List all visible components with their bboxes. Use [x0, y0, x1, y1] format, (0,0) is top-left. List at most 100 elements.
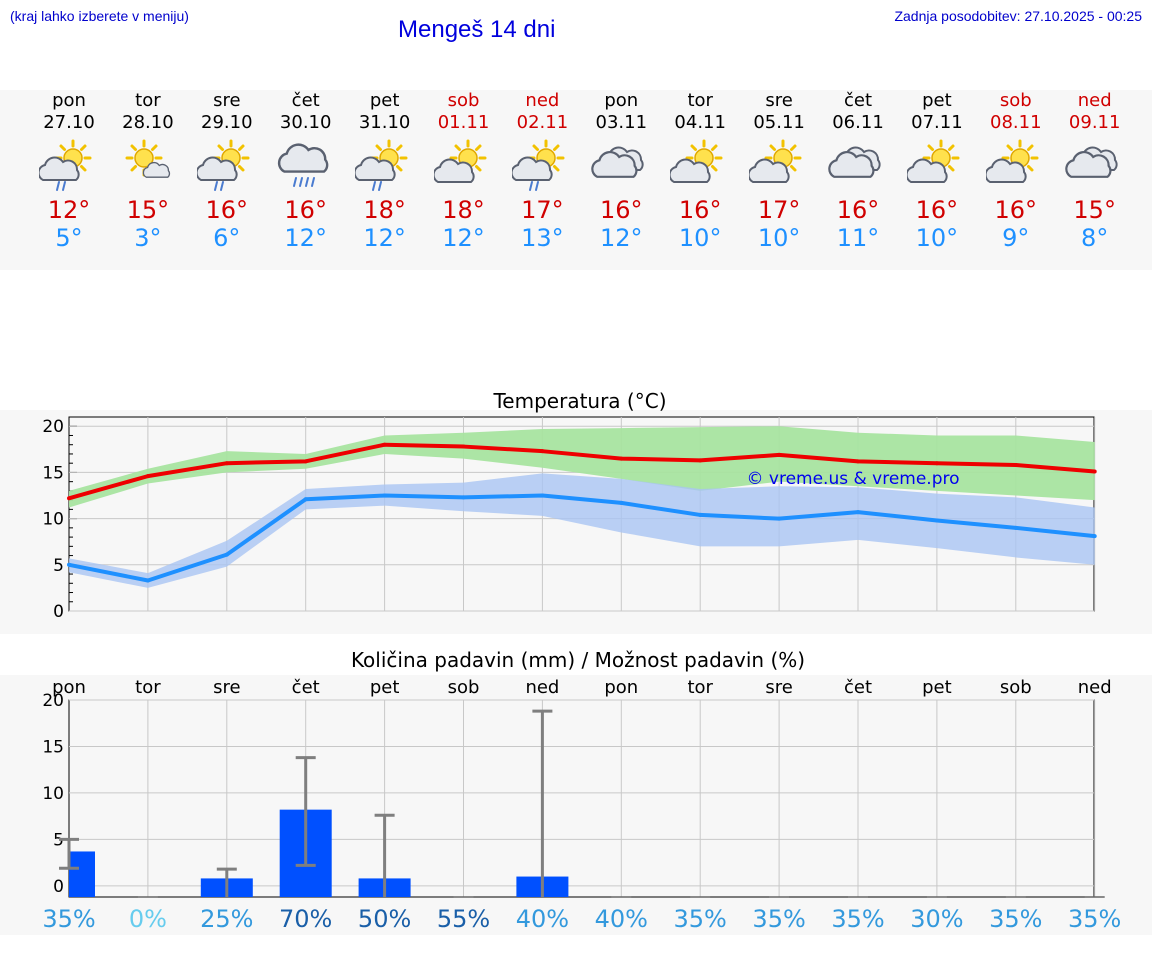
precipitation-day-label: sob [1000, 677, 1032, 698]
tmax-point [856, 459, 860, 464]
precipitation-ytick-label: 20 [42, 691, 64, 711]
tmax-point [67, 496, 71, 501]
sun-cloud-icon [433, 139, 486, 183]
precipitation-day-label: sre [213, 677, 240, 698]
temp-max: 18° [442, 196, 485, 224]
day-date: 29.10 [201, 112, 253, 133]
precipitation-probability: 55% [437, 905, 490, 933]
tmin-point [145, 578, 150, 583]
precipitation-day-label: tor [687, 677, 713, 698]
temp-max: 16° [205, 196, 249, 224]
tmax-point [224, 461, 229, 466]
temp-max: 18° [363, 196, 406, 224]
temperature-ytick-label: 5 [53, 556, 64, 576]
precipitation-probability: 35% [674, 905, 727, 933]
precipitation-probability: 35% [42, 905, 95, 933]
precipitation-bar [69, 851, 95, 897]
forecast-day: sre 29.10 16° 6° [182, 90, 272, 252]
tmin-point [67, 562, 71, 567]
temperature-chart: Temperatura (°C) 0 5 10 15 20 © vreme.us & vre… [42, 389, 1097, 622]
last-update: Zadnja posodobitev: 27.10.2025 - 00:25 [894, 8, 1142, 24]
cloud-rain-icon [277, 143, 329, 187]
cloudy-icon [828, 146, 881, 178]
sun-cloud-rain-icon [512, 139, 565, 191]
tmax-point [540, 449, 545, 454]
temp-max: 15° [1073, 196, 1116, 224]
forecast-day: sob 08.11 16° 9° [971, 90, 1061, 252]
precipitation-plot-area [68, 699, 1095, 898]
sun-cloud-icon [985, 139, 1039, 183]
day-name: pet [922, 90, 952, 111]
forecast-day: tor 04.11 16° 10° [655, 90, 745, 252]
temp-min: 10° [757, 224, 801, 252]
temp-min: 9° [1002, 224, 1030, 252]
day-name: sob [447, 90, 480, 111]
forecast-day: čet 06.11 16° 11° [813, 90, 903, 252]
tmin-line [68, 493, 1095, 583]
temp-max: 16° [836, 196, 880, 224]
day-name: tor [687, 90, 713, 111]
precipitation-day-label: tor [135, 677, 161, 698]
day-name: sre [765, 90, 793, 111]
tmin-point [856, 510, 860, 515]
precipitation-day-label: ned [525, 677, 559, 698]
temp-min: 13° [521, 224, 564, 252]
tmin-point [777, 516, 782, 521]
watermark: © vreme.us & vreme.pro [746, 469, 959, 489]
forecast-day: čet 30.10 16° 12° [261, 90, 351, 252]
precipitation-day-label: pon [604, 677, 638, 698]
temp-max: 17° [521, 196, 564, 224]
temp-min: 12° [284, 224, 327, 252]
temp-max: 16° [915, 196, 959, 224]
tmax-point [934, 461, 939, 466]
precipitation-probability: 0% [129, 905, 167, 933]
tmax-point [461, 444, 466, 449]
tmin-point [698, 512, 703, 517]
day-name: ned [525, 90, 560, 111]
day-date: 04.11 [674, 112, 726, 133]
temp-min: 3° [134, 224, 162, 252]
precipitation-ytick-label: 15 [42, 737, 64, 757]
temp-min: 12° [600, 224, 643, 252]
sun-cloud-icon [670, 139, 723, 183]
temperature-title: Temperatura (°C) [492, 389, 666, 413]
precipitation-day-label: pet [922, 677, 952, 698]
temp-min: 11° [836, 224, 880, 252]
day-name: pet [369, 90, 400, 111]
forecast-day: ned 09.11 15° 8° [1050, 90, 1140, 252]
sun-cloud-icon [749, 139, 802, 183]
sun-cloud-rain-icon [196, 139, 250, 191]
day-name: tor [135, 90, 161, 111]
precipitation-day-label: sob [448, 677, 480, 698]
sun-cloud-rain-icon [39, 139, 92, 191]
cloudy-icon [1064, 146, 1118, 178]
day-date: 08.11 [990, 112, 1042, 133]
temperature-ytick-label: 10 [42, 510, 64, 530]
tmin-point [303, 497, 308, 502]
tmax-point [698, 458, 703, 463]
temp-max: 16° [678, 196, 722, 224]
precipitation-ytick-label: 0 [53, 877, 64, 897]
precipitation-ytick-label: 5 [53, 830, 64, 850]
day-name: čet [291, 90, 320, 111]
precipitation-probability: 35% [752, 905, 805, 933]
temperature-ytick-label: 20 [42, 417, 64, 437]
day-name: ned [1077, 90, 1112, 111]
temp-max: 16° [284, 196, 327, 224]
precipitation-probability: 35% [989, 905, 1042, 933]
tmin-point [1092, 534, 1097, 539]
tmin-range-band [69, 473, 1095, 588]
temp-min: 6° [213, 224, 241, 252]
day-date: 07.11 [911, 112, 963, 133]
forecast-day: sre 05.11 17° 10° [734, 90, 824, 252]
day-date: 09.11 [1068, 112, 1121, 133]
sun-cloud-rain-icon [354, 139, 408, 191]
temperature-ytick-label: 15 [42, 463, 64, 483]
precipitation-day-label: čet [844, 677, 872, 698]
temp-max: 16° [600, 196, 643, 224]
precipitation-probability: 35% [831, 905, 884, 933]
precipitation-probability: 30% [910, 905, 963, 933]
forecast-day: ned 02.11 17° 13° [497, 90, 587, 252]
tmax-point [777, 452, 782, 457]
tmin-point [540, 493, 545, 498]
